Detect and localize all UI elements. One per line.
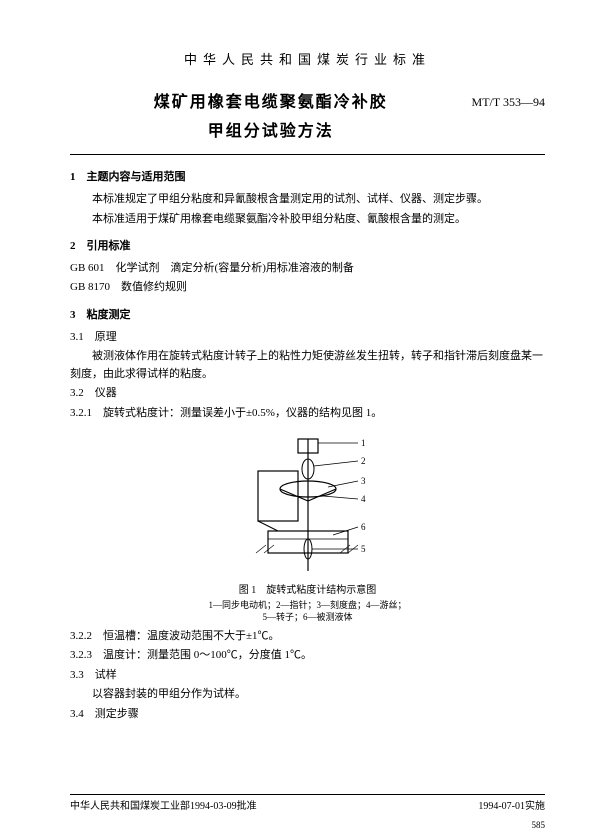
page-number: 585 [532,820,546,830]
s2-ref2: GB 8170 数值修约规则 [70,279,545,297]
s31-heading: 3.1 原理 [70,329,545,347]
svg-text:4: 4 [361,494,366,504]
svg-text:6: 6 [361,522,366,532]
standard-code: MT/T 353—94 [472,89,545,112]
s322: 3.2.2 恒温槽：温度波动范围不大于±1℃。 [70,628,545,646]
s1-p1: 本标准规定了甲组分粘度和异氰酸根含量测定用的试剂、试样、仪器、测定步骤。 [70,191,545,209]
s33-p: 以容器封装的甲组分作为试样。 [70,686,545,704]
s32-heading: 3.2 仪器 [70,385,545,403]
section-3-heading: 3 粘度测定 [70,307,545,325]
divider [70,154,545,155]
s31-p: 被测液体作用在旋转式粘度计转子上的粘性力矩使游丝发生扭转，转子和指针滞后刻度盘某… [70,348,545,383]
section-1-heading: 1 主题内容与适用范围 [70,169,545,187]
figure-caption: 图 1 旋转式粘度计结构示意图 [70,583,545,599]
svg-text:3: 3 [361,476,366,486]
org-title: 中华人民共和国煤炭行业标准 [70,50,545,71]
footer-left: 中华人民共和国煤炭工业部1994-03-09批准 [70,797,257,812]
footer-right: 1994-07-01实施 [478,797,545,812]
s34-heading: 3.4 测定步骤 [70,706,545,724]
s323: 3.2.3 温度计：测量范围 0～100℃，分度值 1℃。 [70,647,545,665]
s321: 3.2.1 旋转式粘度计：测量误差小于±0.5%，仪器的结构见图 1。 [70,405,545,423]
figure-legend-1: 1—同步电动机；2—指针；3—刻度盘；4—游丝； [70,599,545,612]
header-block: 煤矿用橡套电缆聚氨酯冷补胶 甲组分试验方法 MT/T 353—94 [70,89,545,147]
svg-text:2: 2 [361,456,366,466]
viscometer-diagram-icon: 1 2 3 4 6 5 [228,431,388,581]
title-line2: 甲组分试验方法 [208,123,334,140]
figure-1: 1 2 3 4 6 5 图 1 旋转式粘度计结构示意图 1—同步电动 [70,431,545,624]
svg-text:1: 1 [361,438,366,448]
s1-p2: 本标准适用于煤矿用橡套电缆聚氨酯冷补胶甲组分粘度、氰酸根含量的测定。 [70,211,545,229]
footer: 中华人民共和国煤炭工业部1994-03-09批准 1994-07-01实施 [70,794,545,812]
svg-text:5: 5 [361,544,366,554]
figure-legend-2: 5—转子；6—被测液体 [70,611,545,624]
s33-heading: 3.3 试样 [70,667,545,685]
main-title: 煤矿用橡套电缆聚氨酯冷补胶 甲组分试验方法 [70,89,472,147]
s2-ref1: GB 601 化学试剂 滴定分析(容量分析)用标准溶液的制备 [70,260,545,278]
title-line1: 煤矿用橡套电缆聚氨酯冷补胶 [154,94,388,111]
section-2-heading: 2 引用标准 [70,238,545,256]
